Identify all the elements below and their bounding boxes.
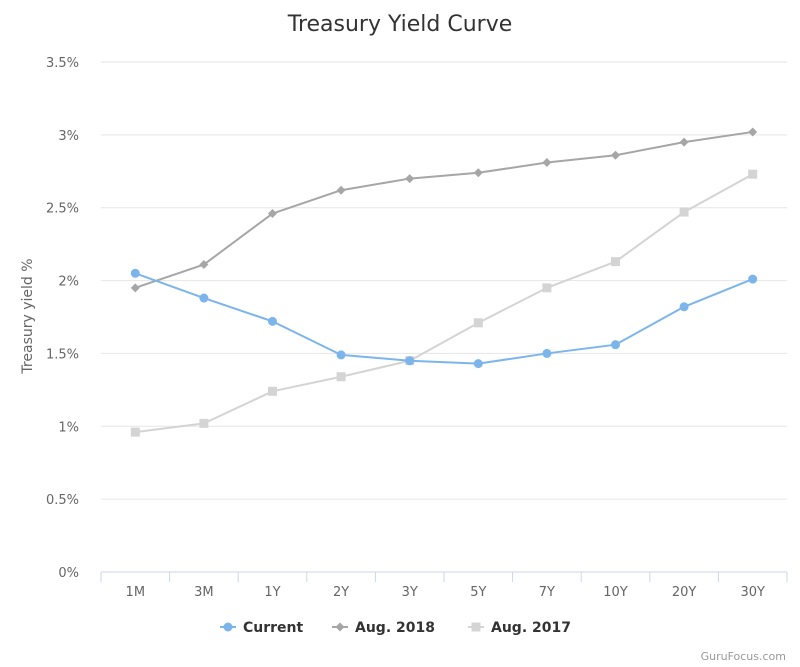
data-point	[130, 283, 140, 293]
data-point	[405, 174, 415, 184]
data-point	[748, 169, 758, 179]
y-tick-label: 1%	[58, 420, 79, 435]
legend-label: Current	[243, 620, 304, 636]
data-point	[679, 207, 689, 217]
data-point	[611, 150, 620, 160]
series-aug-2017	[130, 169, 758, 437]
legend-marker	[471, 622, 481, 632]
data-point	[199, 418, 209, 428]
y-tick-label: 0.5%	[46, 493, 79, 508]
data-point	[199, 260, 209, 270]
data-point	[611, 257, 620, 267]
data-point	[542, 158, 552, 168]
series-current	[130, 268, 758, 369]
data-point	[336, 350, 346, 360]
data-point	[405, 356, 415, 366]
x-tick-label: 5Y	[470, 585, 486, 600]
data-point	[473, 359, 483, 369]
x-axis: 1M 3M 1Y 2Y 3Y 5Y 7Y 10Y 20Y 30Y	[100, 571, 788, 600]
legend-item: Aug. 2018	[332, 620, 435, 636]
series-line	[134, 272, 754, 365]
x-tick-label: 2Y	[333, 585, 349, 600]
y-axis: 0% 0.5% 1% 1.5% 2% 2.5% 3% 3.5%	[46, 56, 79, 581]
legend-marker	[335, 622, 345, 632]
x-tick-label: 20Y	[672, 585, 697, 600]
x-tick-label: 30Y	[740, 585, 765, 600]
data-point	[473, 168, 483, 178]
y-tick-label: 0%	[58, 566, 79, 581]
series-line	[134, 130, 753, 289]
series-line	[135, 173, 754, 434]
legend-item: Aug. 2017	[468, 620, 571, 636]
y-tick-label: 2.5%	[46, 202, 79, 217]
data-point	[336, 185, 346, 195]
legend-label: Aug. 2018	[355, 620, 435, 636]
data-point	[611, 340, 620, 350]
x-tick-label: 7Y	[539, 585, 555, 600]
credit-text: GuruFocus.com	[701, 650, 786, 663]
y-tick-label: 3%	[58, 129, 79, 144]
y-axis-label: Treasury yield %	[20, 258, 36, 374]
data-point	[542, 348, 552, 358]
legend-label: Aug. 2017	[491, 620, 571, 636]
data-point	[748, 127, 758, 137]
data-point	[130, 427, 140, 437]
data-point	[199, 293, 209, 303]
series-aug-2018	[130, 127, 758, 293]
x-tick-label: 3M	[194, 585, 214, 600]
data-point	[130, 268, 140, 278]
data-point	[679, 302, 689, 312]
data-point	[268, 386, 277, 396]
data-point	[679, 137, 689, 147]
legend: Current Aug. 2018 Aug. 2017	[220, 620, 571, 636]
legend-item: Current	[220, 620, 304, 636]
data-point	[748, 274, 758, 284]
data-point	[542, 283, 552, 293]
x-tick-label: 1Y	[264, 585, 280, 600]
series	[130, 127, 758, 437]
grid	[101, 61, 787, 500]
data-point	[268, 316, 277, 326]
x-tick-label: 1M	[126, 585, 146, 600]
y-tick-label: 3.5%	[46, 56, 79, 71]
x-tick-label: 10Y	[603, 585, 628, 600]
data-point	[336, 372, 346, 382]
x-tick-label: 3Y	[402, 585, 418, 600]
data-point	[473, 318, 483, 328]
y-tick-label: 2%	[58, 275, 79, 290]
chart-title: Treasury Yield Curve	[287, 12, 513, 37]
legend-marker	[223, 622, 233, 632]
data-point	[268, 209, 277, 219]
y-tick-label: 1.5%	[46, 347, 79, 362]
